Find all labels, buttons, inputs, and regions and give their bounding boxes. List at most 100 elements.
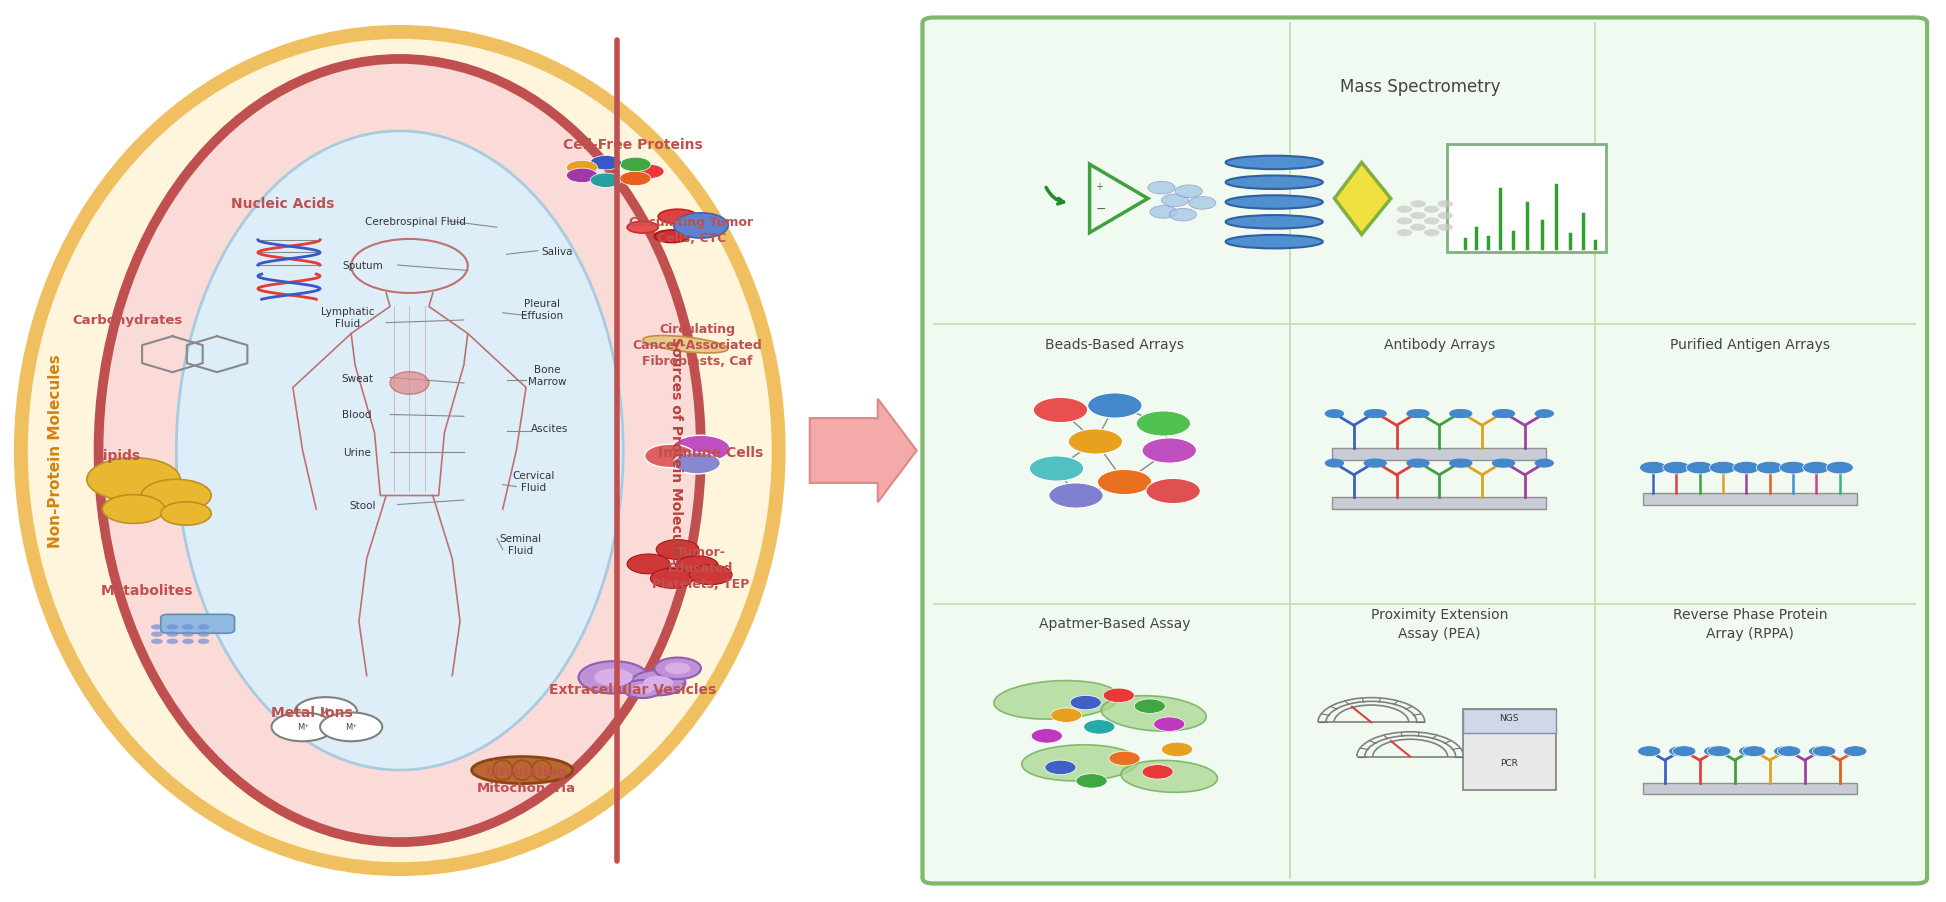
Circle shape [152,624,163,630]
Circle shape [1685,462,1712,474]
Circle shape [671,436,730,463]
Text: Sweat: Sweat [341,373,374,383]
Circle shape [1364,410,1384,419]
Text: Seminal
Fluid: Seminal Fluid [500,534,541,556]
Circle shape [1397,207,1413,214]
Circle shape [1709,462,1736,474]
Text: Circulating
Mitochondria: Circulating Mitochondria [477,765,576,794]
Circle shape [319,713,381,741]
Circle shape [566,161,597,176]
Circle shape [1424,207,1440,214]
Circle shape [1424,230,1440,237]
Ellipse shape [99,60,701,842]
Text: Proximity Extension
Assay (PEA): Proximity Extension Assay (PEA) [1370,607,1508,640]
Circle shape [1438,213,1454,220]
Circle shape [627,555,669,575]
Circle shape [272,713,333,741]
Text: Cervical
Fluid: Cervical Fluid [512,471,555,492]
Circle shape [1170,209,1197,222]
Circle shape [1136,411,1191,437]
Circle shape [654,658,701,679]
Circle shape [167,639,179,644]
Text: Urine: Urine [342,447,372,458]
Circle shape [1029,456,1084,482]
Circle shape [1051,708,1082,723]
Circle shape [152,631,163,637]
Circle shape [183,631,195,637]
Text: Metabolites: Metabolites [101,584,193,597]
Circle shape [1098,470,1152,495]
Circle shape [198,624,210,630]
Text: M⁺: M⁺ [319,707,331,716]
Circle shape [1493,410,1512,419]
Text: Pleural
Effusion: Pleural Effusion [520,299,562,320]
Circle shape [1732,462,1759,474]
Circle shape [1031,729,1063,743]
Text: Circulating Tumor
Cells, CTC: Circulating Tumor Cells, CTC [629,216,753,245]
Circle shape [1535,410,1555,419]
Text: Purified Antigen Arrays: Purified Antigen Arrays [1670,338,1831,352]
Circle shape [673,214,728,239]
Circle shape [1738,746,1761,757]
Circle shape [1411,213,1426,220]
Circle shape [590,174,621,189]
FancyBboxPatch shape [1333,448,1547,460]
Circle shape [183,639,195,644]
Circle shape [1397,218,1413,226]
Ellipse shape [642,336,728,354]
Circle shape [1843,746,1866,757]
FancyBboxPatch shape [1644,493,1856,505]
Circle shape [1802,462,1829,474]
Circle shape [1812,746,1835,757]
Circle shape [1146,479,1201,504]
Circle shape [1493,459,1512,468]
Circle shape [594,668,632,686]
Text: Lymphatic
Fluid: Lymphatic Fluid [321,307,374,328]
Circle shape [644,445,695,468]
Circle shape [1142,438,1197,464]
Polygon shape [1335,163,1391,235]
Text: M⁺: M⁺ [296,723,309,732]
Circle shape [1368,410,1387,419]
Ellipse shape [658,210,697,225]
Circle shape [1175,186,1203,198]
Circle shape [623,680,662,698]
Circle shape [1411,201,1426,208]
Text: Sputum: Sputum [342,261,383,271]
Circle shape [650,569,693,589]
Text: Lipids: Lipids [95,448,140,463]
Circle shape [1088,393,1142,419]
Ellipse shape [21,32,778,870]
Ellipse shape [654,231,689,244]
Circle shape [1438,201,1454,208]
Text: Metal Ions: Metal Ions [270,704,352,719]
Circle shape [1496,410,1516,419]
Circle shape [578,661,648,694]
Ellipse shape [994,681,1119,720]
Text: Tumor-
Educated
Platelets, TEP: Tumor- Educated Platelets, TEP [652,546,749,591]
Circle shape [656,540,699,560]
Circle shape [590,156,621,170]
Text: Saliva: Saliva [541,246,572,256]
Text: Ascites: Ascites [531,424,568,434]
Circle shape [1411,459,1430,468]
FancyArrow shape [810,400,917,502]
Circle shape [1662,462,1689,474]
Text: −: − [1096,203,1105,216]
Circle shape [1135,699,1166,713]
Text: Cell-Free Proteins: Cell-Free Proteins [562,138,703,152]
FancyBboxPatch shape [922,18,1927,884]
Ellipse shape [1226,157,1323,170]
Text: Antibody Arrays: Antibody Arrays [1384,338,1495,352]
Circle shape [294,697,356,726]
Text: Stool: Stool [350,500,376,510]
Circle shape [1707,746,1730,757]
Text: Nucleic Acids: Nucleic Acids [232,197,335,211]
Circle shape [1084,720,1115,734]
Circle shape [1825,462,1853,474]
FancyBboxPatch shape [1463,709,1557,790]
Circle shape [1189,198,1216,210]
Circle shape [1742,746,1765,757]
Circle shape [1454,410,1473,419]
Ellipse shape [1226,235,1323,249]
